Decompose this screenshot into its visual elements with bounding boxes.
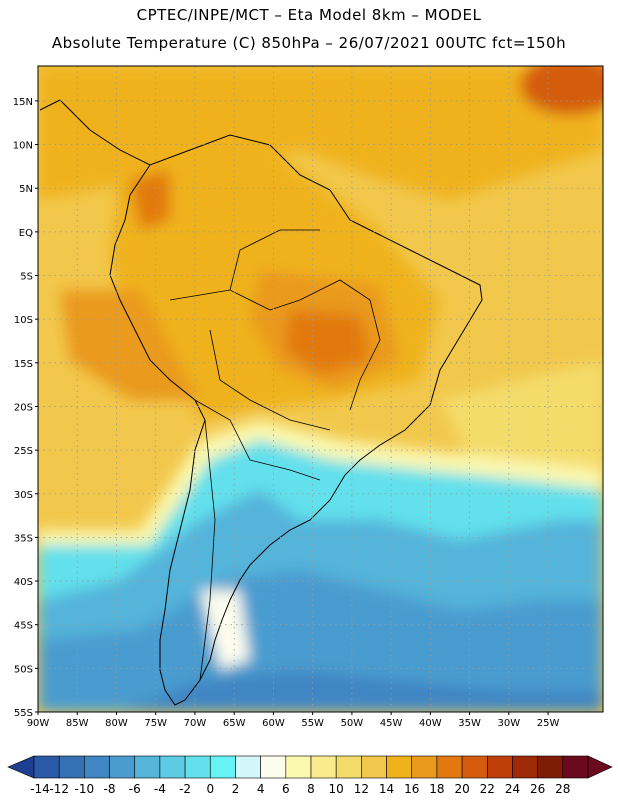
- colorbar-label: 24: [505, 782, 520, 796]
- lat-tick-label: EQ: [19, 228, 33, 239]
- colorbar-label: -10: [75, 782, 95, 796]
- colorbar-swatch: [335, 755, 362, 779]
- colorbar-label: -2: [179, 782, 191, 796]
- colorbar-label: -12: [49, 782, 69, 796]
- colorbar-swatch: [235, 755, 261, 779]
- colorbar-label: 12: [354, 782, 369, 796]
- colorbar: -14 -12 -10 -8 -6 -4 -2 0 2 4 6 8 10 12 14 16 18 20 22 24 26…: [7, 755, 613, 796]
- borders: [169, 229, 381, 681]
- colorbar-swatch: [285, 755, 312, 779]
- colorbar-label: 18: [429, 782, 444, 796]
- map-frame: [37, 65, 604, 713]
- colorbar-swatch: [386, 755, 413, 779]
- colorbar-swatch: [486, 755, 513, 779]
- colorbar-label: 4: [257, 782, 265, 796]
- lon-tick-label: 75W: [144, 718, 167, 729]
- lat-tick-label: 35S: [14, 533, 33, 544]
- lon-tick-label: 85W: [66, 718, 89, 729]
- lon-tick-label: 70W: [184, 718, 207, 729]
- colorbar-label: 0: [206, 782, 214, 796]
- colorbar-swatch: [310, 755, 337, 779]
- colorbar-swatch: [461, 755, 488, 779]
- lat-tick-label: 20S: [14, 402, 33, 413]
- colorbar-label: 28: [555, 782, 570, 796]
- colorbar-swatch: [33, 755, 60, 779]
- title-line-2: Absolute Temperature (C) 850hPa – 26/07/…: [51, 34, 567, 52]
- colorbar-label: 20: [454, 782, 469, 796]
- colorbar-swatch: [260, 755, 287, 779]
- lat-tick-label: 25S: [14, 446, 33, 457]
- colorbar-label: 22: [480, 782, 495, 796]
- colorbar-swatch: [109, 755, 136, 779]
- lat-tick-labels: 15N 10N 5N EQ 5S 10S 15S 20S 25S 30S 35S 40S 45S 50S 5…: [13, 97, 38, 719]
- colorbar-swatch: [436, 755, 463, 779]
- colorbar-min-arrow: [7, 755, 35, 779]
- lon-tick-label: 25W: [537, 718, 560, 729]
- lat-tick-label: 5S: [20, 272, 33, 283]
- graticule: [38, 66, 603, 712]
- lat-tick-label: 10N: [13, 141, 33, 152]
- colorbar-label: 8: [307, 782, 315, 796]
- lon-tick-labels: 90W 85W 80W 75W 70W 65W 60W 55W 50W 45W 40W 35W 30W 2…: [27, 712, 560, 729]
- colorbar-label: -14: [30, 782, 50, 796]
- colorbar-label: 16: [404, 782, 419, 796]
- title-line-1: CPTEC/INPE/MCT – Eta Model 8km – MODEL: [136, 6, 482, 24]
- lon-tick-label: 35W: [458, 718, 481, 729]
- colorbar-label: 10: [329, 782, 344, 796]
- colorbar-label: -6: [129, 782, 141, 796]
- colorbar-swatch: [361, 755, 387, 779]
- lon-tick-label: 80W: [105, 718, 128, 729]
- colorbar-label: -8: [104, 782, 116, 796]
- lat-tick-label: 10S: [14, 315, 33, 326]
- colorbar-swatch: [58, 755, 85, 779]
- lat-tick-label: 15S: [14, 359, 33, 370]
- colorbar-swatch: [159, 755, 186, 779]
- lon-tick-label: 50W: [341, 718, 364, 729]
- colorbar-swatch: [512, 755, 538, 779]
- colorbar-label: 2: [232, 782, 240, 796]
- lon-tick-label: 30W: [498, 718, 521, 729]
- lat-tick-label: 45S: [14, 621, 33, 632]
- lat-tick-label: 55S: [14, 708, 33, 719]
- lat-tick-label: 30S: [14, 490, 33, 501]
- lon-tick-label: 40W: [419, 718, 442, 729]
- colorbar-swatch: [184, 755, 211, 779]
- colorbar-label: 6: [282, 782, 290, 796]
- colorbar-swatch: [411, 755, 438, 779]
- colorbar-label: 14: [379, 782, 394, 796]
- colorbar-swatch: [562, 755, 589, 779]
- lat-tick-label: 40S: [14, 577, 33, 588]
- colorbar-swatch: [134, 755, 161, 779]
- lon-tick-label: 55W: [301, 718, 324, 729]
- temperature-field: [38, 66, 603, 712]
- lat-tick-label: 50S: [14, 664, 33, 675]
- lat-tick-label: 15N: [13, 97, 33, 108]
- colorbar-label: 26: [530, 782, 545, 796]
- lon-tick-label: 60W: [262, 718, 285, 729]
- lon-tick-label: 65W: [223, 718, 246, 729]
- coastline: [39, 99, 483, 706]
- lon-tick-label: 45W: [380, 718, 403, 729]
- colorbar-max-arrow: [587, 755, 613, 779]
- colorbar-label: -4: [154, 782, 166, 796]
- lon-tick-label: 90W: [27, 718, 50, 729]
- colorbar-swatch: [209, 755, 236, 779]
- colorbar-swatch: [84, 755, 110, 779]
- lat-tick-label: 5N: [19, 184, 33, 195]
- colorbar-swatch: [537, 755, 564, 779]
